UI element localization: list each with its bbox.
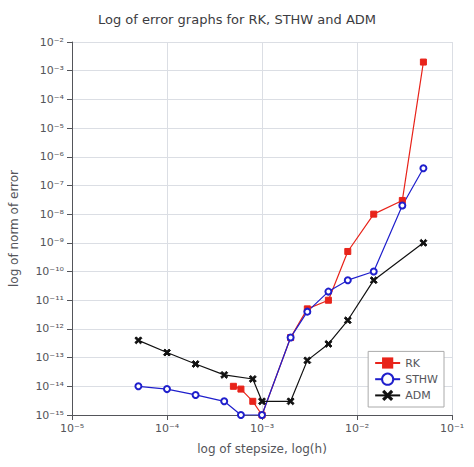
svg-text:10⁻¹⁴: 10⁻¹⁴ — [35, 380, 64, 393]
svg-text:10⁻⁶: 10⁻⁶ — [40, 150, 65, 163]
svg-text:10⁻⁵: 10⁻⁵ — [60, 422, 84, 435]
svg-text:log of stepsize, log(h): log of stepsize, log(h) — [197, 442, 327, 456]
svg-text:Log of error graphs for RK, ST: Log of error graphs for RK, STHW and ADM — [98, 12, 376, 27]
svg-text:log of norm of error: log of norm of error — [7, 170, 21, 287]
svg-text:STHW: STHW — [405, 373, 438, 386]
svg-text:10⁻³: 10⁻³ — [40, 64, 64, 77]
svg-text:10⁻¹³: 10⁻¹³ — [35, 351, 64, 364]
svg-text:10⁻⁴: 10⁻⁴ — [40, 93, 65, 106]
svg-text:10⁻⁵: 10⁻⁵ — [40, 122, 64, 135]
svg-text:10⁻⁷: 10⁻⁷ — [40, 179, 64, 192]
svg-text:10⁻²: 10⁻² — [345, 422, 369, 435]
svg-text:10⁻⁸: 10⁻⁸ — [40, 208, 65, 221]
svg-text:10⁻⁹: 10⁻⁹ — [40, 236, 64, 249]
svg-text:RK: RK — [405, 357, 421, 370]
svg-text:10⁻¹¹: 10⁻¹¹ — [35, 294, 64, 307]
svg-text:10⁻¹⁵: 10⁻¹⁵ — [35, 409, 64, 422]
svg-text:10⁻¹⁰: 10⁻¹⁰ — [35, 265, 64, 278]
svg-text:10⁻⁴: 10⁻⁴ — [155, 422, 180, 435]
svg-text:10⁻³: 10⁻³ — [250, 422, 274, 435]
svg-text:10⁻¹²: 10⁻¹² — [35, 322, 64, 335]
svg-text:ADM: ADM — [405, 389, 431, 402]
svg-text:10⁻²: 10⁻² — [40, 36, 64, 49]
svg-text:10⁻¹: 10⁻¹ — [440, 422, 464, 435]
